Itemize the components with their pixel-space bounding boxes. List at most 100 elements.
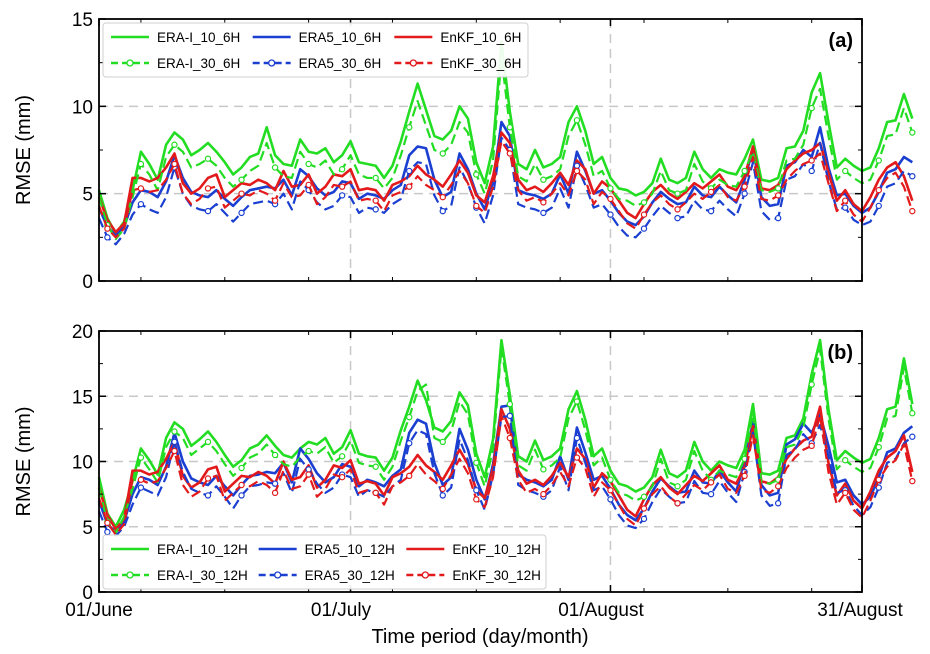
y-tick-label: 0 [82, 272, 93, 293]
legend-label: ERA-I_30_12H [157, 568, 248, 583]
data-point [204, 475, 212, 482]
data-point [238, 481, 245, 489]
data-point [338, 166, 346, 173]
data-point [909, 207, 916, 215]
data-point [406, 183, 413, 190]
data-point [137, 200, 145, 208]
data-point [305, 471, 312, 478]
data-point [707, 479, 715, 486]
data-point [204, 492, 212, 499]
data-point [204, 155, 212, 162]
data-point [875, 476, 882, 483]
x-tick-label: 01/June [65, 600, 133, 621]
y-tick-label: 5 [82, 518, 93, 539]
data-point [372, 489, 379, 497]
data-point [607, 487, 614, 494]
data-point [607, 185, 614, 192]
x-tick-label: 01/August [558, 600, 644, 621]
legend-label: ERA5_10_6H [299, 30, 382, 45]
data-point [909, 172, 916, 180]
data-point [473, 202, 480, 210]
series-line-ERA5_10_12H [97, 404, 914, 534]
data-point [238, 492, 245, 499]
legend-label: EnKF_30_12H [452, 568, 541, 583]
data-point [607, 211, 614, 218]
legend-marker [126, 59, 134, 67]
data-point [204, 438, 212, 446]
data-point [741, 183, 748, 190]
panel-label: (a) [829, 30, 853, 52]
data-point [305, 160, 312, 168]
legend-label: ERA-I_10_12H [157, 542, 248, 557]
data-point [439, 438, 446, 446]
data-point [137, 160, 145, 168]
data-point [439, 485, 446, 493]
data-point [573, 167, 581, 175]
data-point [842, 489, 849, 497]
data-point [808, 381, 815, 388]
legend-label: ERA5_10_12H [305, 542, 395, 557]
data-point [171, 447, 178, 455]
x-tick-label: 01/July [311, 600, 372, 621]
data-point [707, 207, 715, 215]
data-point [305, 181, 312, 189]
data-point [104, 225, 111, 232]
data-point [707, 188, 715, 196]
data-point [104, 528, 111, 536]
legend-marker [409, 59, 417, 67]
data-point [540, 199, 547, 206]
data-point [171, 141, 178, 148]
data-point [372, 197, 379, 204]
data-point [674, 500, 681, 507]
data-point [506, 400, 514, 408]
y-tick-label: 10 [72, 97, 93, 118]
data-point [171, 428, 178, 435]
data-point [909, 129, 916, 136]
data-point [406, 413, 413, 421]
legend-marker [268, 59, 276, 67]
data-point [305, 466, 312, 473]
data-point [238, 176, 245, 183]
data-point [271, 451, 279, 459]
data-point [741, 190, 748, 197]
y-tick-label: 10 [72, 453, 93, 474]
legend-marker [126, 571, 134, 579]
data-point [774, 483, 782, 490]
legend-label: EnKF_30_6H [440, 56, 521, 71]
data-point [137, 484, 145, 491]
data-point [674, 483, 681, 490]
legend-marker [274, 571, 282, 579]
y-tick-label: 20 [72, 322, 93, 343]
data-point [909, 410, 916, 417]
y-axis-label: RMSE (mm) [13, 95, 35, 205]
data-point [338, 192, 346, 199]
data-point [573, 454, 581, 461]
y-tick-label: 5 [82, 185, 93, 206]
data-point [137, 185, 145, 192]
panel-label: (b) [827, 342, 853, 364]
data-point [640, 199, 648, 206]
series-line-ERA-I_30_12H [97, 346, 914, 535]
legend-marker [421, 571, 429, 579]
data-point [808, 157, 815, 164]
data-point [808, 442, 815, 450]
data-point [640, 505, 648, 512]
legend-label: ERA-I_10_6H [157, 30, 240, 45]
data-point [338, 473, 346, 481]
data-point [271, 164, 279, 171]
data-point [439, 207, 446, 215]
y-tick-label: 0 [82, 583, 93, 604]
legend-label: ERA5_30_6H [299, 56, 382, 71]
legend-label: EnKF_10_12H [452, 542, 541, 557]
data-point [540, 209, 547, 217]
data-point [573, 117, 581, 124]
data-point [674, 206, 681, 213]
legend-label: ERA5_30_12H [305, 568, 395, 583]
y-tick-label: 15 [72, 387, 93, 408]
data-point [137, 476, 145, 483]
data-point [540, 466, 547, 473]
y-tick-label: 15 [72, 10, 93, 31]
data-point [741, 472, 748, 480]
data-point [842, 456, 849, 464]
